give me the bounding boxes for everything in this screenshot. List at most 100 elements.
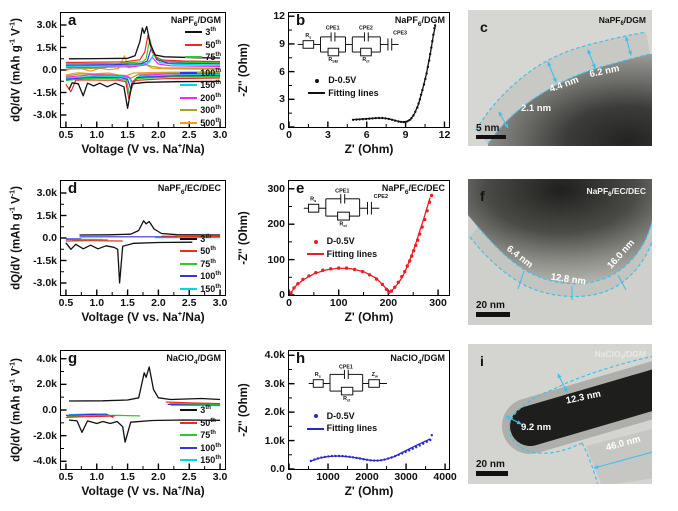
series-line-3th bbox=[68, 366, 221, 402]
x-tick-label: 6 bbox=[363, 129, 370, 141]
resistor-rs bbox=[313, 379, 324, 388]
y-tick-label: -3.0k bbox=[33, 109, 57, 121]
thickness-arrows bbox=[505, 373, 652, 469]
legend-item: 150th bbox=[180, 79, 221, 92]
y-tick-label: 0 bbox=[279, 289, 285, 301]
y-tick-label: 3.0k bbox=[36, 19, 57, 31]
legend-label: D-0.5V bbox=[326, 410, 355, 421]
x-tick-label: 2.0 bbox=[151, 129, 166, 141]
sei-shell-region bbox=[476, 32, 650, 144]
series-line-75th bbox=[169, 402, 221, 405]
legend-item: D-0.5V bbox=[307, 236, 378, 249]
x-tick-label: 1.0 bbox=[89, 129, 105, 141]
legend-marker-line bbox=[180, 409, 198, 412]
legend-item: 100th bbox=[180, 67, 221, 80]
legend-item: 3th bbox=[185, 26, 221, 39]
panel-letter: a bbox=[68, 12, 77, 29]
legend-item: D-0.5V bbox=[308, 75, 379, 88]
equivalent-circuit: Rs CPE1 Zw Rct bbox=[308, 364, 388, 403]
y-axis-title: -Z'' (Ohm) bbox=[238, 43, 250, 97]
legend-marker-line bbox=[308, 92, 326, 95]
legend-marker-line bbox=[180, 250, 198, 253]
circuit-wires bbox=[308, 369, 388, 396]
panel-letter: i bbox=[480, 353, 484, 369]
legend-label: 3th bbox=[200, 405, 211, 416]
resistor-rct bbox=[341, 386, 354, 396]
panel-letter: d bbox=[68, 180, 78, 197]
legend-label: Fitting lines bbox=[326, 248, 378, 259]
plot-content bbox=[288, 354, 446, 470]
legend-marker-line bbox=[185, 31, 203, 34]
legend-marker-line bbox=[180, 71, 198, 74]
circuit-wires bbox=[297, 32, 399, 57]
chart-canvas bbox=[61, 24, 221, 127]
y-tick-label: 4.0k bbox=[264, 349, 285, 362]
legend-label: Fitting lines bbox=[326, 423, 378, 434]
legend-label: 200th bbox=[200, 92, 221, 103]
y-tick-label: 200 bbox=[267, 218, 285, 231]
legend-item: 200th bbox=[180, 92, 221, 105]
series-line-50th bbox=[65, 77, 221, 100]
warburg-zw bbox=[368, 379, 381, 388]
electrolyte-label: NaPF6/EC/DEC bbox=[586, 186, 646, 198]
measurement-1: 2.1 nm bbox=[521, 103, 551, 114]
x-tick-label: 100 bbox=[329, 297, 348, 309]
x-tick-label: 3.0 bbox=[212, 471, 228, 483]
sei-shell-region bbox=[470, 222, 652, 297]
tem-image: f NaPF6/EC/DEC 6.4 nm 12.8 nm 16.0 nm 20… bbox=[468, 179, 652, 325]
legend-label: 150th bbox=[200, 455, 221, 466]
plot-area: g NaClO4/DGM 3th 50th 75th 100th 150th dQ/dV… bbox=[10, 350, 227, 498]
legend-label: 75th bbox=[200, 430, 216, 441]
x-tick-label: 1000 bbox=[316, 471, 340, 483]
plot-content bbox=[288, 188, 439, 296]
legend-cycles: 3th 50th 75th 100th 150th bbox=[180, 232, 221, 295]
chart-canvas bbox=[288, 354, 446, 470]
x-tick-label: 300 bbox=[429, 297, 447, 309]
x-tick-label: 0.5 bbox=[58, 129, 74, 141]
scalebar-label: 5 nm bbox=[476, 123, 499, 134]
x-tick-label: 2.0 bbox=[151, 297, 166, 309]
label-cpe1: CPE1 bbox=[326, 26, 340, 32]
label-cpe1: CPE1 bbox=[336, 188, 350, 194]
panel-c-tem-napf6-dgm: c NaPF6/DGM 2.1 nm 4.4 nm 6.2 nm 5 nm bbox=[468, 10, 652, 146]
x-tick-label: 2.0 bbox=[151, 471, 166, 483]
panel-letter: b bbox=[296, 12, 306, 29]
y-tick-label: 300 bbox=[267, 182, 285, 195]
series-line-100th bbox=[65, 75, 221, 90]
legend-item: Fitting lines bbox=[306, 423, 378, 436]
panel-letter: f bbox=[480, 188, 485, 204]
label-rs: Rs bbox=[311, 196, 318, 203]
legend-label: D-0.5V bbox=[326, 236, 355, 247]
y-tick-label: 0.0 bbox=[270, 463, 285, 475]
x-tick-label: 0.5 bbox=[58, 297, 74, 309]
resistor-rs bbox=[302, 40, 315, 50]
legend-marker-line bbox=[180, 96, 198, 99]
label-rct: Rct bbox=[362, 58, 370, 65]
electrolyte-label: NaPF6/EC/DEC bbox=[157, 183, 221, 196]
legend-marker-line bbox=[180, 237, 198, 240]
legend-eis: D-0.5V Fitting lines bbox=[306, 410, 378, 436]
series-line-50th bbox=[165, 401, 221, 405]
label-cpe3: CPE3 bbox=[393, 31, 407, 37]
scalebar bbox=[476, 312, 510, 317]
circuit-wires bbox=[304, 193, 380, 221]
x-tick-label: 12 bbox=[438, 129, 451, 141]
y-tick-label: 1.5k bbox=[36, 209, 57, 222]
y-tick-label: 0.0 bbox=[42, 64, 57, 76]
legend-label: 50th bbox=[200, 246, 216, 257]
y-tick-label: 0 bbox=[279, 121, 285, 133]
x-tick-label: 3.0 bbox=[212, 129, 228, 141]
legend-marker-line bbox=[180, 459, 198, 462]
y-tick-label: -4.0k bbox=[33, 455, 57, 468]
label-rs: Rs bbox=[305, 33, 311, 40]
electrolyte-label: NaPF6/DGM bbox=[599, 15, 646, 27]
plot-area: d NaPF6/EC/DEC 3th 50th 75th 100th 150th dQ/… bbox=[10, 180, 227, 324]
tem-image: c NaPF6/DGM 2.1 nm 4.4 nm 6.2 nm 5 nm bbox=[468, 10, 652, 146]
plot-content bbox=[61, 192, 221, 295]
label-rct: Rct bbox=[340, 221, 348, 228]
legend-marker-line bbox=[185, 56, 203, 59]
x-axis-title: Z' (Ohm) bbox=[344, 142, 394, 156]
legend-label: 50th bbox=[205, 39, 221, 50]
chart-canvas bbox=[288, 15, 446, 128]
legend-marker-line bbox=[180, 262, 198, 265]
